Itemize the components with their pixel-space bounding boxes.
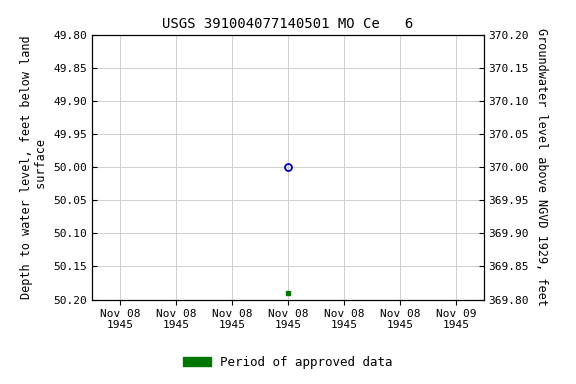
Y-axis label: Depth to water level, feet below land
 surface: Depth to water level, feet below land su… [20, 35, 48, 299]
Legend: Period of approved data: Period of approved data [178, 351, 398, 374]
Y-axis label: Groundwater level above NGVD 1929, feet: Groundwater level above NGVD 1929, feet [535, 28, 548, 306]
Title: USGS 391004077140501 MO Ce   6: USGS 391004077140501 MO Ce 6 [162, 17, 414, 31]
